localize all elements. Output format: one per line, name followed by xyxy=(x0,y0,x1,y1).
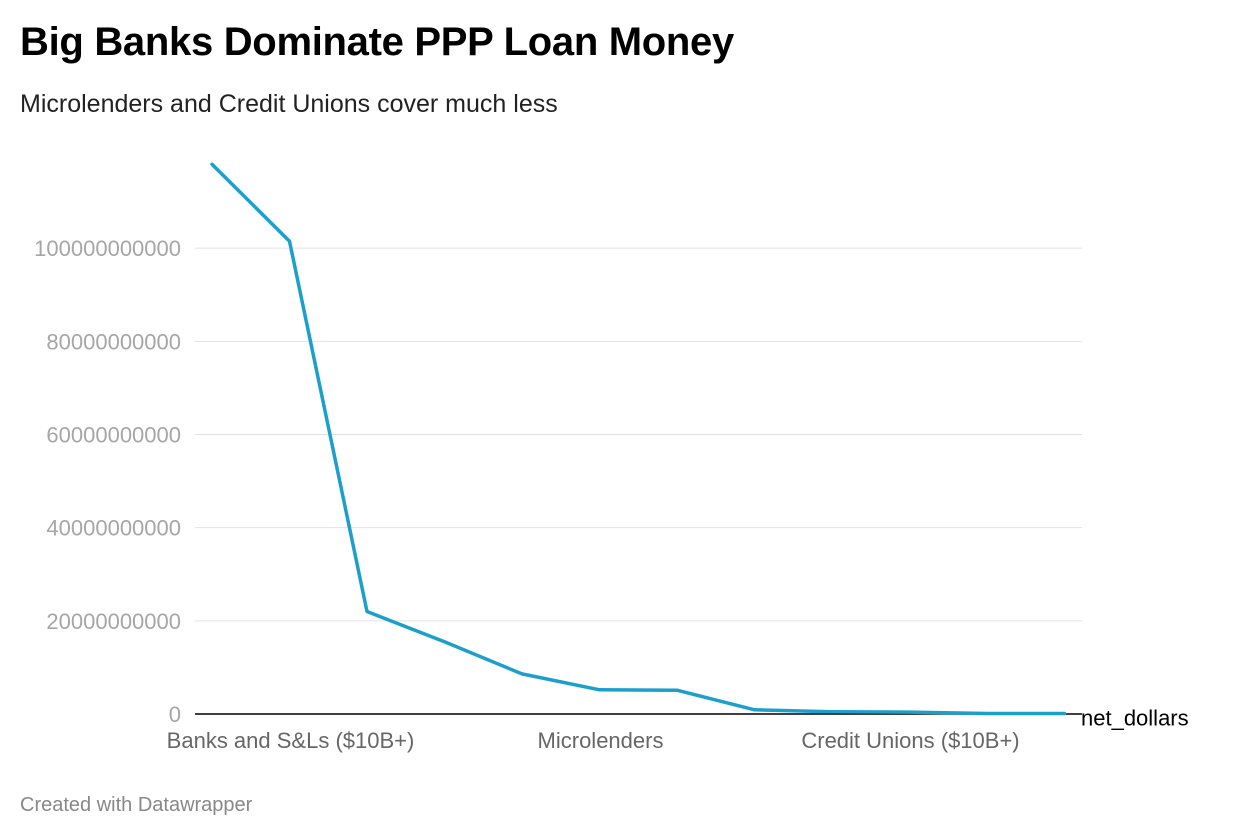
series-label: net_dollars xyxy=(1081,706,1189,731)
gridlines xyxy=(195,247,1082,715)
x-tick-label: Microlenders xyxy=(538,728,664,753)
y-tick-label: 0 xyxy=(169,702,181,727)
y-tick-label: 100000000000 xyxy=(34,236,181,261)
attribution-footer: Created with Datawrapper xyxy=(20,794,253,816)
chart-subtitle: Microlenders and Credit Unions cover muc… xyxy=(20,90,558,118)
x-tick-label: Banks and S&Ls ($10B+) xyxy=(167,728,415,753)
x-axis-ticks: Banks and S&Ls ($10B+) Microlenders Credit… xyxy=(167,728,1020,753)
y-tick-label: 40000000000 xyxy=(46,516,181,541)
x-tick-label: Credit Unions ($10B+) xyxy=(801,728,1019,753)
series-line-net_dollars xyxy=(210,162,1067,716)
y-axis-ticks: 0 20000000000 40000000000 60000000000 800000… xyxy=(34,236,181,727)
y-tick-label: 80000000000 xyxy=(46,329,181,354)
y-tick-label: 60000000000 xyxy=(46,423,181,448)
chart-title: Big Banks Dominate PPP Loan Money xyxy=(20,20,734,64)
series-lines: net_dollars xyxy=(210,162,1189,731)
y-tick-label: 20000000000 xyxy=(46,609,181,634)
